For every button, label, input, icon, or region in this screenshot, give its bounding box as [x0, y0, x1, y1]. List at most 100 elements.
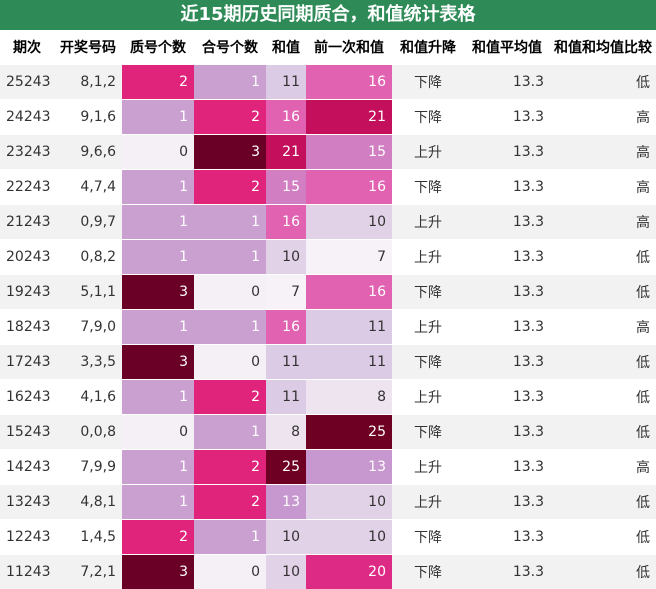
cell-haoma: 9,1,6: [54, 100, 122, 135]
cell-sum: 15: [266, 170, 306, 205]
cell-zhi-count: 1: [122, 380, 194, 415]
cell-qici: 21243: [0, 205, 54, 240]
cell-trend: 下降: [392, 100, 464, 135]
cell-he-count: 0: [194, 555, 266, 589]
cell-compare: 低: [550, 555, 656, 589]
cell-he-count: 1: [194, 520, 266, 555]
cell-trend: 上升: [392, 485, 464, 520]
cell-qici: 24243: [0, 100, 54, 135]
cell-compare: 低: [550, 345, 656, 380]
cell-zhi-count: 1: [122, 310, 194, 345]
cell-haoma: 4,7,4: [54, 170, 122, 205]
cell-haoma: 1,4,5: [54, 520, 122, 555]
header-hezhi: 和值: [266, 30, 306, 65]
cell-prev-sum: 21: [306, 100, 392, 135]
header-qici: 期次: [0, 30, 54, 65]
cell-average: 13.3: [464, 275, 550, 310]
cell-average: 13.3: [464, 415, 550, 450]
cell-haoma: 7,2,1: [54, 555, 122, 589]
cell-he-count: 1: [194, 415, 266, 450]
cell-compare: 高: [550, 205, 656, 240]
cell-average: 13.3: [464, 555, 550, 589]
cell-average: 13.3: [464, 520, 550, 555]
cell-zhi-count: 0: [122, 415, 194, 450]
cell-sum: 16: [266, 100, 306, 135]
cell-sum: 21: [266, 135, 306, 170]
cell-qici: 20243: [0, 240, 54, 275]
cell-he-count: 2: [194, 380, 266, 415]
cell-he-count: 2: [194, 170, 266, 205]
cell-sum: 13: [266, 485, 306, 520]
cell-sum: 25: [266, 450, 306, 485]
cell-trend: 下降: [392, 170, 464, 205]
cell-qici: 18243: [0, 310, 54, 345]
cell-trend: 上升: [392, 240, 464, 275]
cell-zhi-count: 1: [122, 485, 194, 520]
cell-qici: 14243: [0, 450, 54, 485]
cell-compare: 高: [550, 135, 656, 170]
cell-prev-sum: 10: [306, 205, 392, 240]
cell-zhi-count: 3: [122, 275, 194, 310]
cell-average: 13.3: [464, 170, 550, 205]
cell-trend: 下降: [392, 65, 464, 100]
cell-prev-sum: 20: [306, 555, 392, 589]
cell-qici: 22243: [0, 170, 54, 205]
cell-trend: 上升: [392, 380, 464, 415]
cell-sum: 8: [266, 415, 306, 450]
table-title: 近15期历史同期质合，和值统计表格: [0, 0, 656, 30]
cell-zhi-count: 1: [122, 205, 194, 240]
cell-haoma: 0,0,8: [54, 415, 122, 450]
cell-trend: 上升: [392, 310, 464, 345]
cell-zhi-count: 1: [122, 450, 194, 485]
cell-haoma: 5,1,1: [54, 275, 122, 310]
cell-trend: 上升: [392, 450, 464, 485]
cell-zhi-count: 2: [122, 520, 194, 555]
cell-he-count: 2: [194, 485, 266, 520]
cell-he-count: 3: [194, 135, 266, 170]
header-avg: 和值平均值: [464, 30, 550, 65]
cell-sum: 10: [266, 240, 306, 275]
cell-haoma: 9,6,6: [54, 135, 122, 170]
cell-haoma: 4,8,1: [54, 485, 122, 520]
stats-table: 期次 开奖号码 质号个数 合号个数 和值 前一次和值 和值升降 和值平均值 和值…: [0, 30, 656, 589]
cell-he-count: 1: [194, 65, 266, 100]
cell-sum: 16: [266, 205, 306, 240]
cell-zhi-count: 3: [122, 345, 194, 380]
cell-haoma: 4,1,6: [54, 380, 122, 415]
header-qian: 前一次和值: [306, 30, 392, 65]
cell-prev-sum: 10: [306, 485, 392, 520]
cell-prev-sum: 10: [306, 520, 392, 555]
cell-average: 13.3: [464, 380, 550, 415]
cell-sum: 11: [266, 380, 306, 415]
cell-sum: 10: [266, 555, 306, 589]
cell-compare: 低: [550, 520, 656, 555]
cell-trend: 下降: [392, 520, 464, 555]
cell-compare: 高: [550, 100, 656, 135]
cell-prev-sum: 8: [306, 380, 392, 415]
cell-prev-sum: 13: [306, 450, 392, 485]
cell-trend: 下降: [392, 275, 464, 310]
cell-zhi-count: 1: [122, 240, 194, 275]
cell-qici: 13243: [0, 485, 54, 520]
cell-haoma: 3,3,5: [54, 345, 122, 380]
cell-trend: 下降: [392, 415, 464, 450]
cell-compare: 低: [550, 240, 656, 275]
cell-he-count: 1: [194, 240, 266, 275]
cell-average: 13.3: [464, 485, 550, 520]
cell-compare: 低: [550, 65, 656, 100]
cell-he-count: 2: [194, 100, 266, 135]
cell-trend: 上升: [392, 135, 464, 170]
header-he: 合号个数: [194, 30, 266, 65]
cell-average: 13.3: [464, 310, 550, 345]
cell-qici: 12243: [0, 520, 54, 555]
cell-sum: 11: [266, 345, 306, 380]
cell-haoma: 0,8,2: [54, 240, 122, 275]
